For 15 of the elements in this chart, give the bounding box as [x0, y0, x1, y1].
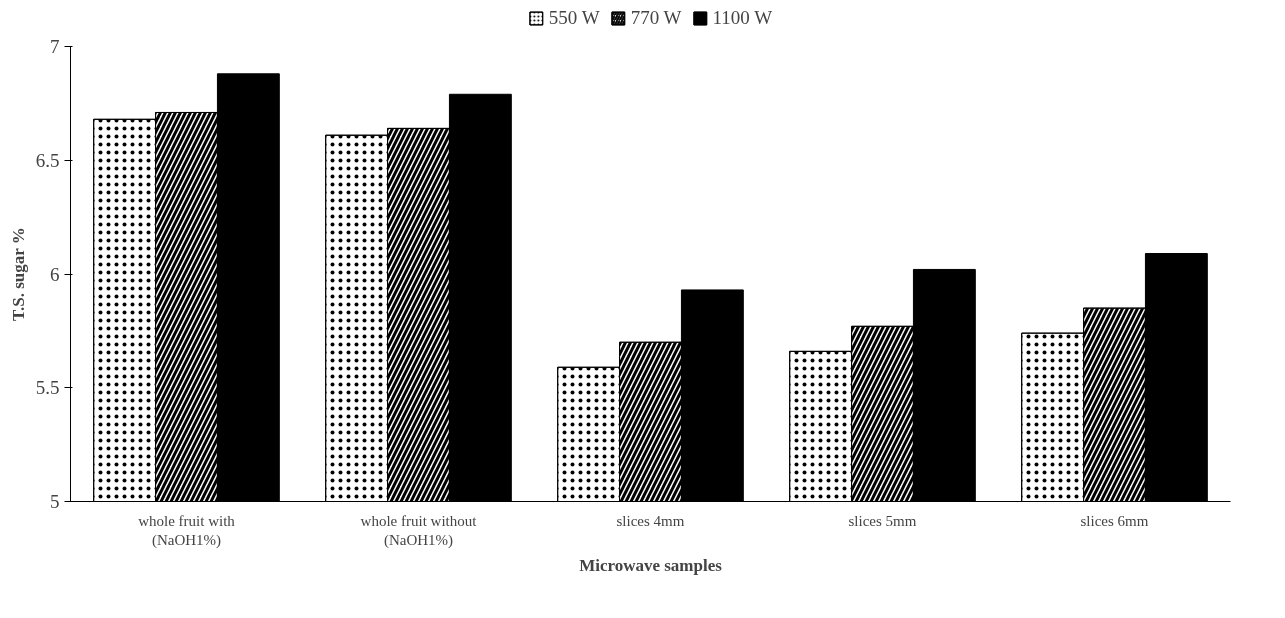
y-tick-label: 6 — [50, 263, 60, 285]
x-tick-label: slices 6mm — [1080, 512, 1149, 529]
legend-label: 770 W — [630, 7, 682, 29]
x-tick-label: slices 5mm — [848, 512, 917, 529]
legend-label: 550 W — [548, 7, 600, 29]
y-tick-label: 7 — [50, 36, 60, 57]
y-tick-label: 5 — [50, 491, 60, 512]
y-tick-label: 6.5 — [35, 149, 60, 171]
y-axis-title: T.S. sugar % — [8, 227, 28, 322]
x-axis-title: Microwave samples — [579, 555, 723, 575]
x-tick-label: slices 4mm — [616, 512, 685, 529]
legend-label: 1100 W — [712, 7, 773, 29]
x-tick-label: whole fruit without (NaOH1%) — [360, 512, 478, 549]
y-tick-label: 5.5 — [35, 377, 60, 399]
x-tick-label: whole fruit with (NaOH1%) — [138, 512, 236, 549]
